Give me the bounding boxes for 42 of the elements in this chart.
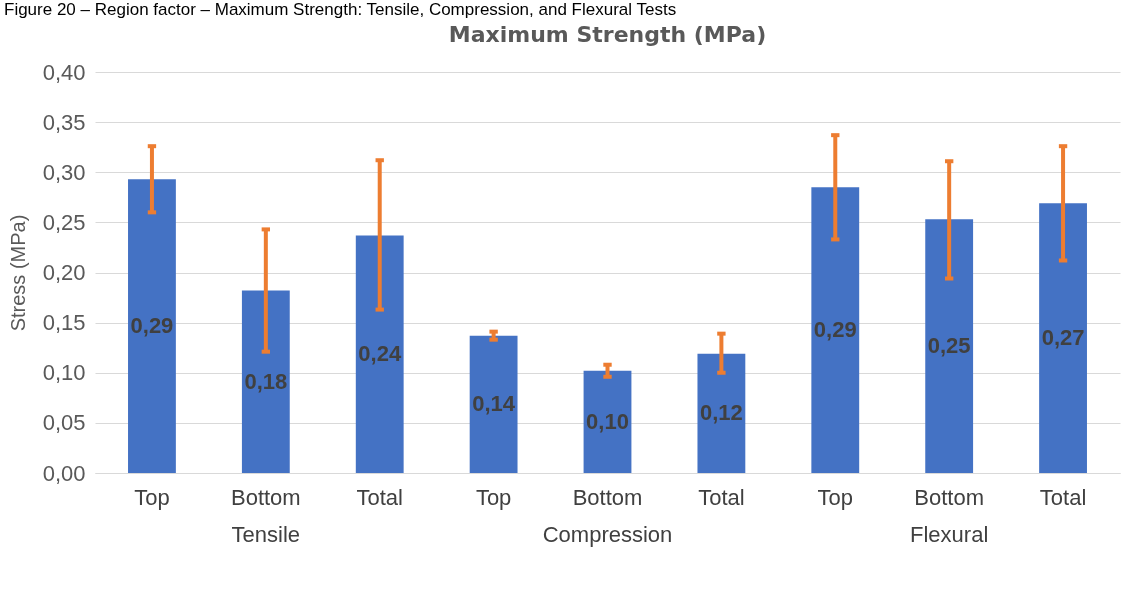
x-tick-label: Top bbox=[817, 484, 854, 510]
bar bbox=[355, 235, 404, 473]
y-tick-label: 0,40 bbox=[42, 59, 86, 85]
x-tick-label: Total bbox=[356, 484, 403, 510]
x-tick-label: Top bbox=[134, 484, 170, 510]
chart-title: Maximum Strength (MPa) bbox=[448, 22, 767, 47]
bar bbox=[811, 187, 860, 473]
y-tick-label: 0,20 bbox=[42, 260, 86, 285]
text: Tensile bbox=[231, 522, 301, 547]
x-tick-label: Total bbox=[698, 484, 745, 510]
bar bbox=[925, 219, 974, 473]
x-tick-label: Bottom bbox=[914, 484, 985, 510]
data-label: 0,10 bbox=[586, 408, 629, 434]
text: Compression bbox=[542, 522, 673, 547]
data-label: 0,12 bbox=[699, 400, 743, 426]
data-label: 0,29 bbox=[130, 313, 174, 339]
text: Flexural bbox=[910, 522, 989, 547]
bar bbox=[1039, 203, 1087, 473]
x-tick-label: Bottom bbox=[572, 484, 643, 510]
y-tick-label: 0,35 bbox=[42, 109, 86, 135]
data-label: 0,27 bbox=[1041, 325, 1085, 351]
bar bbox=[469, 335, 518, 473]
y-tick-label: 0,25 bbox=[42, 209, 86, 235]
x-tick-label: Total bbox=[1039, 484, 1087, 510]
bar bbox=[241, 290, 290, 473]
data-label: 0,29 bbox=[813, 317, 857, 343]
bar bbox=[697, 353, 746, 473]
bar bbox=[583, 370, 632, 473]
y-tick-label: 0,05 bbox=[42, 410, 86, 436]
y-tick-label: 0,30 bbox=[42, 159, 86, 185]
data-label: 0,25 bbox=[927, 333, 971, 359]
bar bbox=[128, 179, 176, 473]
x-tick-label: Bottom bbox=[230, 484, 301, 510]
y-tick-label: 0,00 bbox=[42, 460, 86, 486]
y-axis-title: Stress (MPa) bbox=[6, 214, 29, 332]
y-tick-label: 0,10 bbox=[42, 360, 86, 386]
data-label: 0,18 bbox=[244, 368, 288, 394]
y-tick-label: 0,15 bbox=[42, 310, 86, 336]
caption: Figure 20 – Region factor – Maximum Strength: Tensile, Compression, and Flexural Tests bbox=[3, 0, 678, 20]
data-label: 0,24 bbox=[358, 341, 402, 367]
x-tick-label: Top bbox=[475, 484, 512, 510]
data-label: 0,14 bbox=[472, 391, 516, 417]
